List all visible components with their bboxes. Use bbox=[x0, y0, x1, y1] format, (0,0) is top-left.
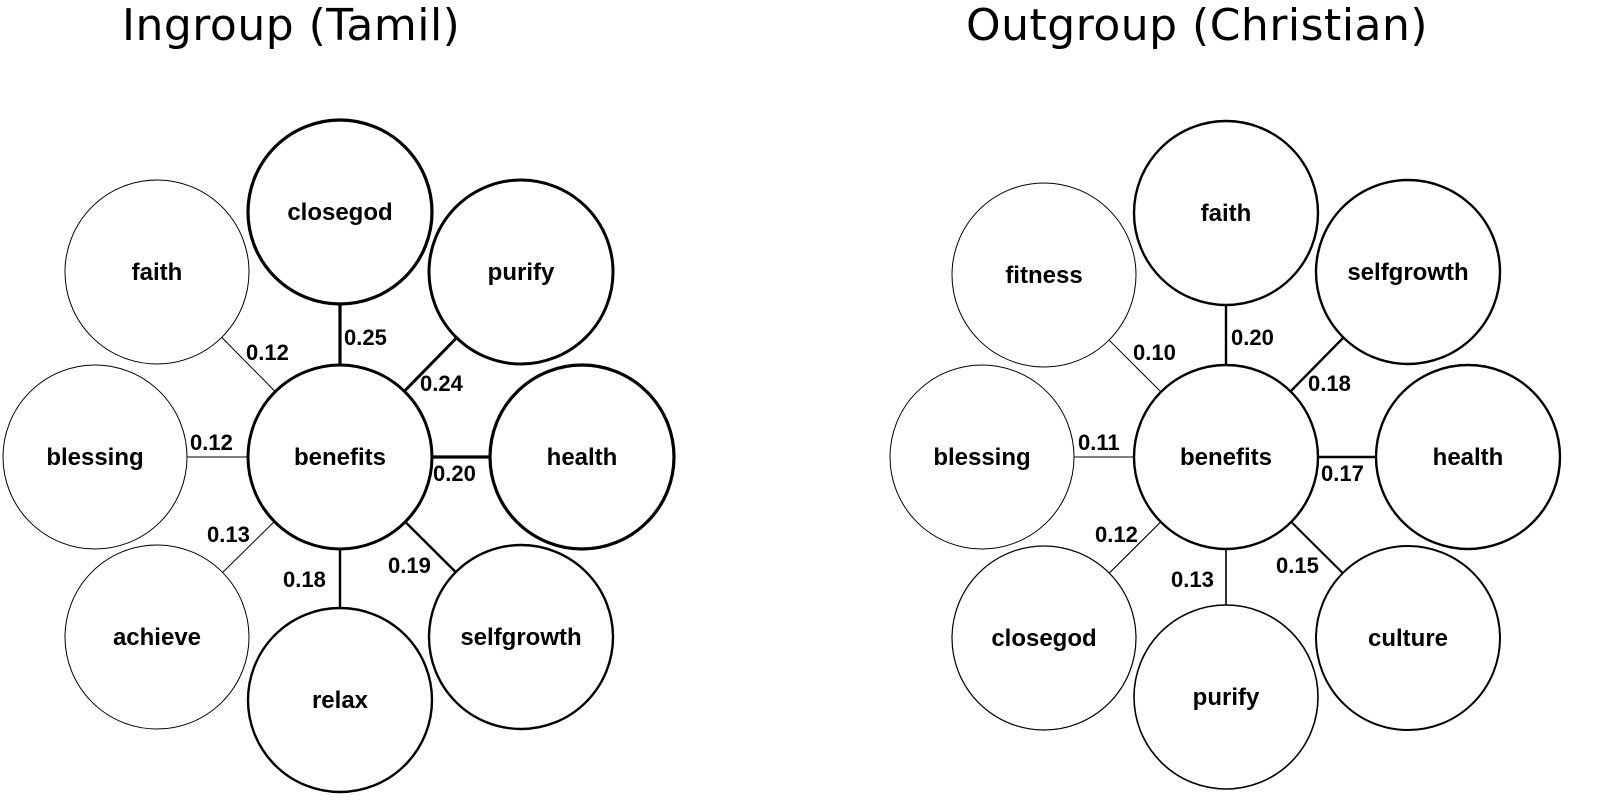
node-circle bbox=[64, 544, 250, 730]
edge-fitness bbox=[1108, 339, 1162, 393]
diagram-title-ingroup: Ingroup (Tamil) bbox=[122, 0, 461, 51]
edge-weight-label: 0.24 bbox=[420, 371, 464, 396]
edge-culture bbox=[1290, 521, 1344, 574]
node-label: purify bbox=[488, 259, 555, 286]
node-benefits: benefits bbox=[1132, 363, 1320, 551]
node-faith: faith bbox=[64, 179, 250, 365]
node-circle bbox=[1133, 604, 1319, 790]
node-label: achieve bbox=[113, 624, 201, 651]
nodes: benefits closegod purify health selfgrowth re… bbox=[2, 118, 676, 794]
node-culture: culture bbox=[1315, 545, 1501, 731]
node-circle bbox=[246, 118, 434, 306]
edge-selfgrowth bbox=[1289, 336, 1345, 393]
node-circle bbox=[1315, 545, 1501, 731]
node-label: health bbox=[547, 444, 618, 471]
node-health: health bbox=[1374, 363, 1562, 551]
node-label: blessing bbox=[46, 444, 143, 471]
edge-weight-label: 0.10 bbox=[1133, 340, 1176, 365]
node-blessing: blessing bbox=[2, 364, 188, 550]
node-circle bbox=[1132, 119, 1320, 307]
node-selfgrowth: selfgrowth bbox=[1314, 178, 1502, 366]
node-label: selfgrowth bbox=[460, 624, 581, 651]
edge-weight-label: 0.18 bbox=[283, 567, 326, 592]
node-purify: purify bbox=[427, 178, 615, 366]
edge-weight-label: 0.15 bbox=[1276, 553, 1319, 578]
edge-weight-label: 0.19 bbox=[388, 553, 431, 578]
node-circle bbox=[2, 364, 188, 550]
node-relax: relax bbox=[246, 606, 434, 794]
node-circle bbox=[246, 606, 434, 794]
node-faith: faith bbox=[1132, 119, 1320, 307]
node-circle bbox=[1132, 363, 1320, 551]
node-circle bbox=[488, 363, 676, 551]
node-circle bbox=[951, 545, 1137, 731]
nodes: benefits faith selfgrowth health culture puri… bbox=[889, 119, 1562, 790]
node-label: faith bbox=[1201, 200, 1252, 227]
node-health: health bbox=[488, 363, 676, 551]
node-circle bbox=[427, 178, 615, 366]
node-label: closegod bbox=[287, 199, 392, 226]
node-label: benefits bbox=[1180, 444, 1272, 471]
node-circle bbox=[427, 543, 615, 731]
node-label: culture bbox=[1368, 625, 1448, 652]
node-label: health bbox=[1433, 444, 1504, 471]
edge-closegod bbox=[1108, 521, 1162, 574]
node-circle bbox=[246, 363, 434, 551]
edges: 0.20 0.18 0.17 0.15 0.13 0.12 0.11 0.10 bbox=[1074, 305, 1376, 605]
node-circle bbox=[1314, 178, 1502, 366]
node-achieve: achieve bbox=[64, 544, 250, 730]
node-blessing: blessing bbox=[889, 364, 1075, 550]
edge-weight-label: 0.20 bbox=[433, 461, 476, 486]
node-closegod: closegod bbox=[951, 545, 1137, 731]
node-circle bbox=[889, 364, 1075, 550]
ingroup-network: 0.250.240.200.190.180.130.120.12benefits… bbox=[2, 118, 676, 794]
edge-weight-label: 0.18 bbox=[1308, 371, 1351, 396]
node-circle bbox=[951, 182, 1137, 368]
node-circle bbox=[64, 179, 250, 365]
node-label: faith bbox=[132, 259, 183, 286]
node-closegod: closegod bbox=[246, 118, 434, 306]
edge-weight-label: 0.13 bbox=[207, 522, 250, 547]
node-fitness: fitness bbox=[951, 182, 1137, 368]
node-benefits: benefits bbox=[246, 363, 434, 551]
edge-weight-label: 0.12 bbox=[246, 340, 289, 365]
node-label: closegod bbox=[991, 625, 1096, 652]
edge-purify bbox=[403, 336, 458, 393]
edge-achieve bbox=[222, 521, 275, 573]
node-selfgrowth: selfgrowth bbox=[427, 543, 615, 731]
node-purify: purify bbox=[1133, 604, 1319, 790]
edge-faith bbox=[221, 337, 276, 392]
node-label: relax bbox=[312, 687, 369, 714]
edge-weight-label: 0.12 bbox=[190, 430, 233, 455]
node-label: purify bbox=[1193, 684, 1260, 711]
diagram-title-outgroup: Outgroup (Christian) bbox=[966, 0, 1429, 51]
node-label: fitness bbox=[1005, 262, 1082, 289]
edge-weight-label: 0.11 bbox=[1078, 430, 1120, 455]
edge-weight-label: 0.17 bbox=[1321, 461, 1364, 486]
node-label: blessing bbox=[933, 444, 1030, 471]
edge-weight-label: 0.12 bbox=[1095, 522, 1138, 547]
edge-weight-label: 0.25 bbox=[344, 325, 387, 350]
node-label: benefits bbox=[294, 444, 386, 471]
node-label: selfgrowth bbox=[1347, 259, 1468, 286]
edges: 0.25 0.24 0.20 0.19 0.18 0.13 0.12 0.12 bbox=[187, 304, 490, 608]
node-circle bbox=[1374, 363, 1562, 551]
edge-selfgrowth bbox=[404, 521, 457, 573]
edge-weight-label: 0.20 bbox=[1231, 325, 1274, 350]
edge-weight-label: 0.13 bbox=[1171, 567, 1214, 592]
outgroup-network: 0.200.180.170.150.130.120.110.10benefits… bbox=[889, 119, 1562, 790]
